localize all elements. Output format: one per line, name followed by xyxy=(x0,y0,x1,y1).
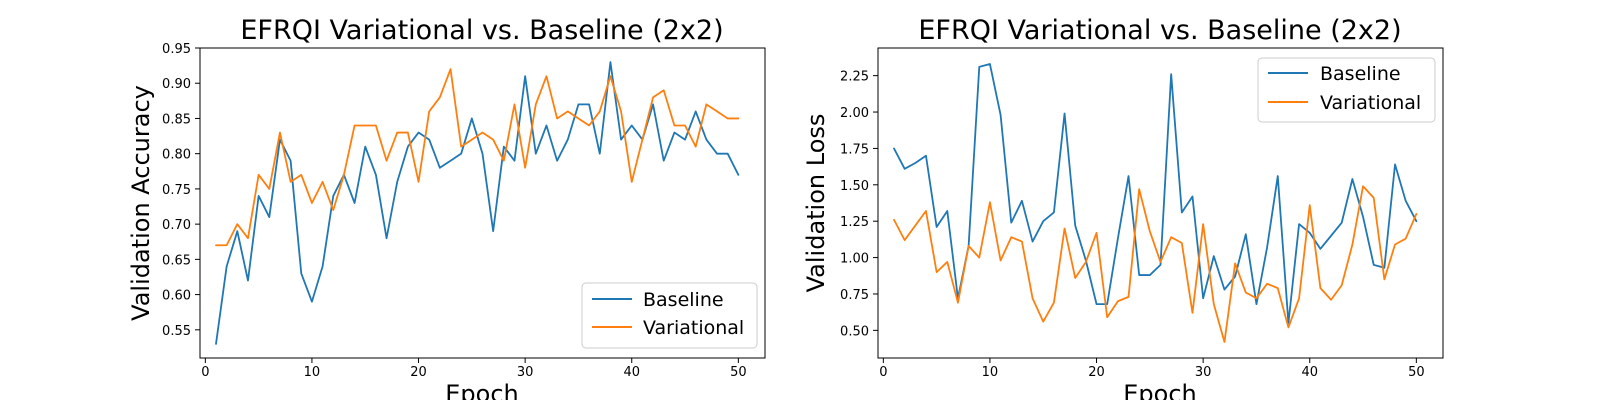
x-tick-label: 50 xyxy=(1408,365,1425,380)
x-tick-label: 30 xyxy=(517,365,534,380)
legend-label-variational: Variational xyxy=(643,317,744,339)
y-tick-label: 0.75 xyxy=(162,183,191,198)
series-lines xyxy=(893,63,1418,343)
chart-title: EFRQI Variational vs. Baseline (2x2) xyxy=(240,15,723,46)
x-tick-label: 40 xyxy=(623,365,640,380)
y-tick-label: 0.85 xyxy=(162,112,191,127)
legend-label-variational: Variational xyxy=(1320,92,1421,114)
axis-ticks: 0 10 20 30 40 50 0.55 0.60 0.65 0.70 0.75 0.80 0.85 0… xyxy=(162,42,747,380)
legend-label-baseline: Baseline xyxy=(643,289,724,311)
legend: Baseline Variational xyxy=(1257,57,1436,123)
axis-ticks: 0 10 20 30 40 50 0.50 0.75 1.00 1.25 1.50 1.75 2.00 2… xyxy=(840,70,1425,380)
y-tick-label: 0.75 xyxy=(840,288,869,303)
y-axis-label: Validation Loss xyxy=(802,114,830,293)
y-tick-label: 0.95 xyxy=(162,42,191,57)
series-line-variational xyxy=(893,185,1418,343)
series-line-baseline xyxy=(893,63,1418,324)
y-tick-label: 0.50 xyxy=(840,324,869,339)
x-tick-label: 30 xyxy=(1195,365,1212,380)
x-tick-label: 0 xyxy=(201,365,209,380)
x-tick-label: 10 xyxy=(304,365,321,380)
x-tick-label: 50 xyxy=(730,365,747,380)
x-tick-label: 10 xyxy=(982,365,999,380)
x-axis-label: Epoch xyxy=(445,380,519,400)
loss-chart: EFRQI Variational vs. Baseline (2x2) 0 10… xyxy=(802,15,1444,400)
x-axis-label: Epoch xyxy=(1123,380,1197,400)
y-tick-label: 0.90 xyxy=(162,77,191,92)
legend: Baseline Variational xyxy=(581,282,758,349)
y-tick-label: 1.00 xyxy=(840,252,869,267)
series-lines xyxy=(215,61,740,345)
legend-label-baseline: Baseline xyxy=(1320,63,1401,85)
accuracy-chart: EFRQI Variational vs. Baseline (2x2) 0 10… xyxy=(127,15,766,400)
x-tick-label: 40 xyxy=(1301,365,1318,380)
y-tick-label: 1.25 xyxy=(840,215,869,230)
y-tick-label: 0.70 xyxy=(162,218,191,233)
y-tick-label: 1.75 xyxy=(840,142,869,157)
y-tick-label: 2.00 xyxy=(840,106,869,121)
x-tick-label: 20 xyxy=(410,365,427,380)
y-tick-label: 0.65 xyxy=(162,253,191,268)
chart-title: EFRQI Variational vs. Baseline (2x2) xyxy=(918,15,1401,46)
y-tick-label: 2.25 xyxy=(840,70,869,85)
y-axis-label: Validation Accuracy xyxy=(127,85,155,321)
x-tick-label: 20 xyxy=(1088,365,1105,380)
y-tick-label: 0.55 xyxy=(162,324,191,339)
x-tick-label: 0 xyxy=(879,365,887,380)
y-tick-label: 1.50 xyxy=(840,179,869,194)
y-tick-label: 0.60 xyxy=(162,289,191,304)
y-tick-label: 0.80 xyxy=(162,148,191,163)
series-line-variational xyxy=(215,68,740,247)
